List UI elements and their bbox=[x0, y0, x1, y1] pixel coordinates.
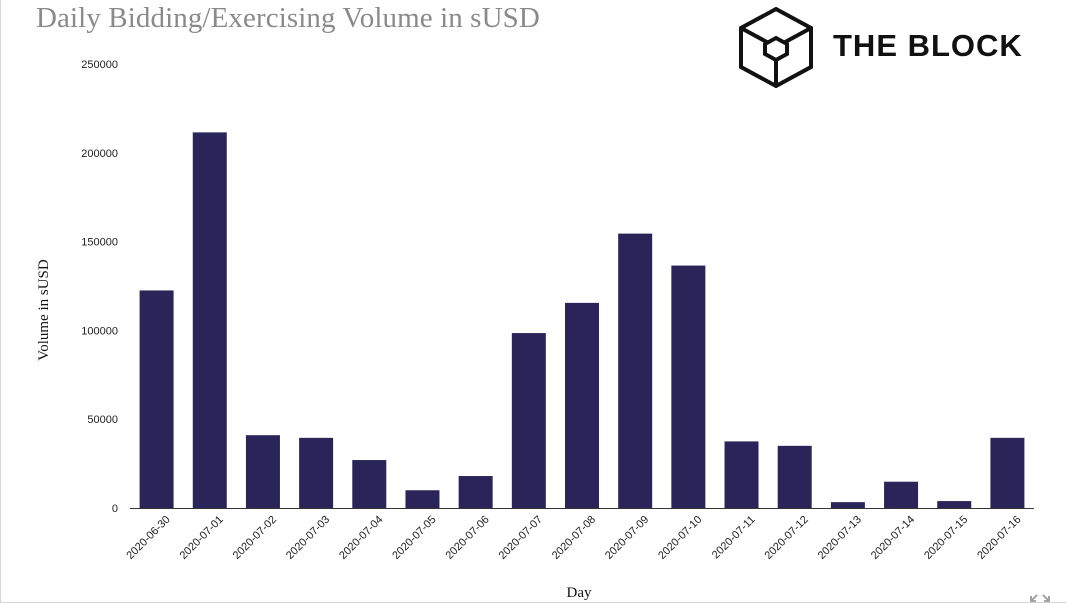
x-tick-label: 2020-07-12 bbox=[763, 514, 811, 562]
x-tick-label: 2020-06-30 bbox=[124, 514, 172, 562]
x-tick-label: 2020-07-03 bbox=[284, 514, 332, 562]
logo-text: THE BLOCK bbox=[833, 28, 1023, 63]
bar bbox=[618, 233, 653, 508]
bar bbox=[724, 441, 759, 508]
y-tick-label: 0 bbox=[112, 503, 118, 515]
bar bbox=[671, 265, 706, 508]
bar bbox=[458, 476, 493, 508]
x-tick-label: 2020-07-02 bbox=[231, 514, 279, 562]
the-block-logo: THE BLOCK bbox=[735, 6, 1035, 88]
x-tick-label: 2020-07-13 bbox=[816, 514, 864, 562]
x-tick-label: 2020-07-05 bbox=[390, 514, 438, 562]
bar bbox=[405, 490, 440, 508]
bar bbox=[830, 502, 865, 508]
x-tick-label: 2020-07-09 bbox=[603, 514, 651, 562]
bar bbox=[299, 437, 334, 508]
x-tick-label: 2020-07-06 bbox=[443, 514, 491, 562]
y-tick-label: 150000 bbox=[81, 237, 118, 249]
x-tick-label: 2020-07-04 bbox=[337, 514, 385, 562]
frame-left-border bbox=[0, 0, 1, 603]
x-tick-label: 2020-07-14 bbox=[869, 514, 917, 562]
y-axis-title: Volume in sUSD bbox=[36, 259, 52, 361]
y-tick-label: 100000 bbox=[81, 325, 118, 337]
bar bbox=[511, 333, 546, 508]
bar bbox=[192, 132, 227, 508]
x-tick-label: 2020-07-11 bbox=[710, 514, 758, 562]
x-tick-label: 2020-07-10 bbox=[656, 514, 704, 562]
bar bbox=[245, 435, 280, 508]
y-tick-label: 50000 bbox=[87, 414, 118, 426]
x-axis-title: Day bbox=[567, 585, 592, 601]
bar bbox=[884, 481, 919, 508]
bar bbox=[352, 460, 387, 508]
x-tick-label: 2020-07-15 bbox=[922, 514, 970, 562]
x-tick-label: 2020-07-16 bbox=[975, 514, 1023, 562]
bar bbox=[777, 445, 812, 508]
x-tick-label: 2020-07-07 bbox=[497, 514, 545, 562]
bar bbox=[139, 290, 174, 508]
bar bbox=[937, 501, 972, 508]
cube-icon bbox=[739, 6, 813, 88]
bar bbox=[565, 302, 599, 508]
expand-icon[interactable] bbox=[1028, 590, 1052, 603]
chart-title: Daily Bidding/Exercising Volume in sUSD bbox=[36, 2, 540, 34]
x-tick-label: 2020-07-01 bbox=[178, 514, 226, 562]
bar bbox=[990, 437, 1025, 508]
y-tick-label: 250000 bbox=[81, 59, 118, 71]
y-tick-label: 200000 bbox=[81, 148, 118, 160]
x-tick-label: 2020-07-08 bbox=[550, 514, 598, 562]
